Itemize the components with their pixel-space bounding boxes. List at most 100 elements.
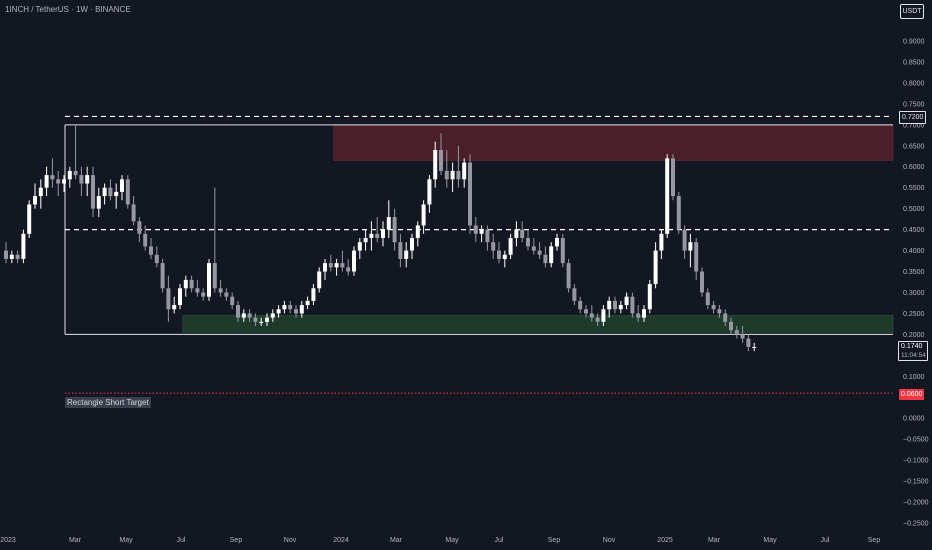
candle-body	[595, 317, 600, 322]
candle	[618, 300, 623, 314]
candle-body	[21, 233, 26, 259]
candle	[410, 233, 414, 259]
candle	[398, 233, 403, 268]
candle	[729, 317, 733, 335]
y-tick-label: −0.1000	[903, 458, 929, 465]
candle-body	[740, 334, 745, 339]
demand-zone	[182, 315, 894, 333]
candle-body	[183, 279, 188, 289]
candle	[131, 196, 136, 226]
candle	[485, 225, 490, 251]
candle-body	[694, 242, 699, 272]
y-tick-label: −0.0500	[903, 437, 929, 444]
candle-body	[317, 271, 322, 289]
x-tick-label: Mar	[708, 537, 721, 544]
candle-body	[450, 170, 455, 180]
candle	[694, 237, 699, 280]
candle	[607, 296, 612, 318]
candle-body	[752, 346, 757, 348]
current-price-value: 0.1740	[901, 343, 923, 350]
candle-body	[717, 309, 722, 314]
x-tick-label: 2025	[657, 537, 673, 544]
x-tick-label: Nov	[603, 537, 616, 544]
target-price-label: 0.0600	[899, 389, 925, 400]
candle	[404, 242, 409, 268]
candle-body	[410, 237, 414, 251]
candle-body	[671, 158, 675, 197]
candle-body	[601, 309, 606, 322]
candle	[526, 229, 530, 251]
candle-body	[485, 229, 490, 243]
candle	[386, 200, 391, 238]
candle	[21, 229, 26, 264]
candle-body	[276, 309, 281, 314]
candle-body	[700, 271, 704, 293]
candle	[711, 300, 716, 314]
y-tick-label: 0.6500	[903, 143, 925, 150]
x-tick-label: Jul	[177, 537, 186, 544]
y-tick-label: 0.7000	[903, 122, 925, 129]
candle-body	[584, 309, 588, 314]
candle	[44, 166, 49, 197]
y-tick-label: 0.3000	[903, 290, 925, 297]
y-tick-label: 0.9000	[903, 39, 925, 46]
candle-body	[79, 175, 84, 184]
candle	[294, 305, 298, 318]
candle-body	[537, 250, 542, 255]
candle	[462, 158, 467, 188]
candle-body	[624, 296, 629, 306]
candle	[195, 279, 200, 297]
candle	[444, 149, 449, 188]
candle-body	[618, 305, 623, 310]
candle-body	[131, 204, 136, 222]
candle	[27, 200, 32, 238]
candle	[346, 258, 351, 276]
candle-body	[491, 242, 496, 251]
candle-body	[108, 187, 113, 197]
candle	[613, 296, 617, 314]
candle-body	[711, 305, 716, 310]
candle	[595, 313, 600, 327]
candle-body	[340, 263, 345, 268]
candle	[746, 334, 751, 352]
x-tick-label: Jul	[495, 537, 504, 544]
candle	[723, 309, 728, 327]
y-tick-label: 0.2500	[903, 311, 925, 318]
candle-body	[149, 246, 153, 255]
candle	[247, 309, 252, 322]
candle	[236, 300, 240, 322]
candle-body	[137, 221, 142, 234]
candle-body	[62, 179, 66, 184]
candle	[491, 233, 496, 259]
candle	[91, 166, 95, 218]
candle	[450, 162, 455, 192]
x-tick-label: May	[763, 537, 777, 544]
candle	[33, 183, 37, 209]
candle	[207, 258, 211, 301]
candle	[62, 175, 66, 192]
zones-layer	[182, 124, 894, 333]
candle-body	[659, 233, 664, 251]
candle-body	[549, 246, 554, 264]
candle-body	[497, 250, 501, 259]
currency-button[interactable]: USDT	[900, 4, 924, 19]
candle-body	[346, 267, 351, 272]
candle-body	[178, 288, 182, 306]
candle	[659, 229, 664, 259]
chart-title: 1INCH / TetherUS · 1W · BINANCE	[5, 5, 131, 14]
candle-body	[27, 204, 32, 234]
candle	[520, 221, 525, 243]
candle-body	[9, 254, 14, 259]
candle-body	[526, 237, 530, 247]
candle	[439, 133, 443, 176]
candle-body	[265, 317, 269, 322]
candle-body	[44, 175, 49, 188]
y-tick-label: 0.5000	[903, 206, 925, 213]
candle	[276, 305, 281, 318]
candle-body	[520, 229, 525, 238]
x-tick-label: Mar	[69, 537, 82, 544]
candle-body	[294, 309, 298, 314]
candle-body	[207, 263, 211, 297]
bar-countdown: 11:04:54	[901, 352, 926, 359]
